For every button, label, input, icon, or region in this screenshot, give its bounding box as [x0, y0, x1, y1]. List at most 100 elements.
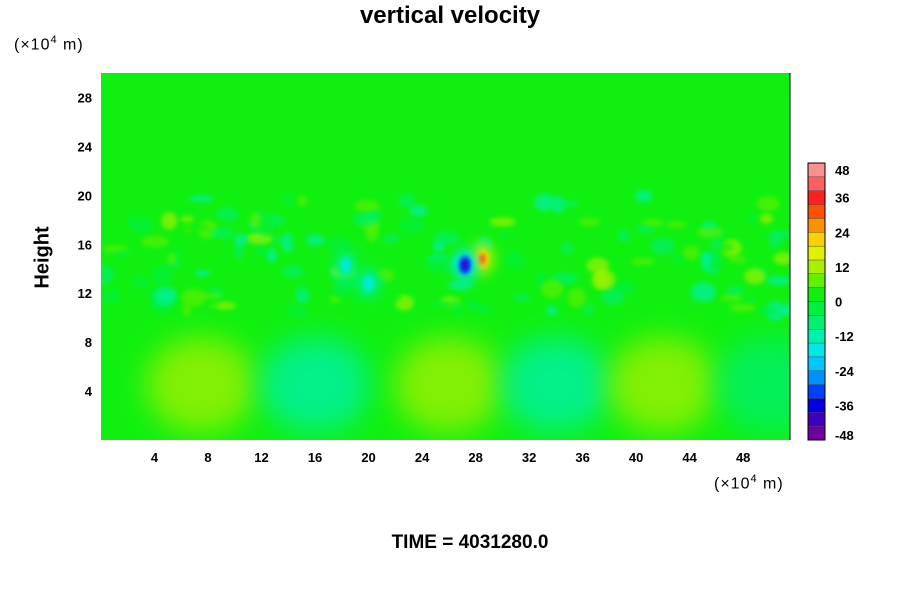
turbulence-blob — [189, 195, 214, 203]
turbulence-blob — [409, 205, 428, 217]
turbulence-blob — [161, 212, 178, 230]
x-tick-label: 36 — [575, 450, 589, 465]
colorbar-tick-label: -36 — [835, 398, 854, 413]
colorbar: 48 36 24 12 0 -12 -24 -36 -48 — [807, 162, 855, 443]
turbulence-blob — [101, 264, 115, 285]
turbulence-blob — [430, 300, 453, 316]
turbulence-blob — [756, 305, 776, 316]
y-tick-label: 16 — [78, 237, 92, 252]
colorbar-segment — [807, 398, 826, 413]
x-tick-label: 28 — [468, 450, 482, 465]
turbulence-blob — [398, 217, 426, 234]
turbulence-blob — [650, 238, 675, 255]
y-tick-label: 12 — [78, 286, 92, 301]
colorbar-segment — [807, 315, 826, 330]
turbulence-blob — [745, 297, 756, 306]
turbulence-blob — [282, 193, 295, 207]
turbulence-blob — [747, 213, 758, 223]
y-tick-label: 20 — [78, 188, 92, 203]
turbulence-blob — [304, 278, 324, 288]
colorbar-segment — [807, 232, 826, 247]
x-tick-label: 20 — [361, 450, 375, 465]
turbulence-blob — [398, 193, 416, 208]
turbulence-blob — [591, 269, 610, 290]
colorbar-tick-label: -48 — [835, 428, 854, 443]
y-axis-ticks: 4 8 12 16 20 24 28 — [78, 90, 93, 399]
turbulence-blob — [383, 235, 401, 244]
turbulence-blob — [151, 266, 173, 286]
turbulence-blob — [578, 217, 601, 226]
turbulence-blob — [273, 235, 283, 245]
y-axis-unit: (×104 m) — [14, 34, 84, 54]
turbulence-blob — [613, 280, 636, 295]
x-tick-label: 12 — [254, 450, 268, 465]
plot-area — [101, 73, 790, 440]
turbulence-blob — [721, 294, 743, 302]
turbulence-blob — [234, 233, 249, 246]
chart-title: vertical velocity — [359, 2, 541, 29]
turbulence-blob — [258, 218, 275, 237]
turbulence-blob — [295, 285, 310, 301]
turbulence-blob — [281, 233, 294, 253]
turbulence-blob — [701, 252, 712, 272]
colorbar-segment — [807, 204, 826, 219]
colorbar-tick-label: 12 — [835, 260, 849, 275]
turbulence-blob — [617, 229, 631, 242]
turbulence-blob — [744, 268, 766, 285]
colorbar-tick-label: 48 — [835, 163, 849, 178]
turbulence-blob — [329, 295, 341, 303]
x-tick-label: 44 — [682, 450, 697, 465]
turbulence-blob — [376, 268, 394, 282]
turbulence-blob — [773, 252, 790, 265]
colorbar-border — [807, 162, 826, 441]
turbulence-blob — [167, 253, 177, 265]
colorbar-segment — [807, 370, 826, 385]
x-tick-label: 48 — [736, 450, 750, 465]
colorbar-tick-label: 0 — [835, 295, 842, 310]
turbulence-blob — [181, 289, 206, 307]
turbulence-blob — [126, 215, 140, 230]
turbulence-blob — [513, 294, 531, 302]
low-level-cell — [393, 336, 504, 433]
turbulence-blob — [266, 247, 278, 263]
turbulence-blob — [200, 293, 223, 300]
x-tick-label: 40 — [629, 450, 643, 465]
turbulence-blob — [194, 251, 213, 261]
turbulence-blob — [602, 244, 624, 256]
turbulence-blob — [420, 241, 431, 258]
turbulence-blob — [567, 288, 586, 308]
turbulence-blob — [141, 235, 169, 248]
low-level-cell — [146, 336, 257, 433]
turbulence-blob — [216, 207, 239, 221]
colorbar-tick-label: -24 — [835, 364, 855, 379]
colorbar-segment — [807, 329, 826, 344]
turbulence-blob — [449, 299, 462, 316]
turbulence-blob — [586, 257, 610, 274]
turbulence-blob — [560, 242, 574, 254]
turbulence-blob — [467, 299, 479, 312]
turbulence-blob — [502, 265, 513, 278]
turbulence-blob — [447, 281, 474, 291]
turbulence-blob — [690, 282, 716, 303]
turbulence-blob — [729, 255, 747, 263]
turbulence-blob — [281, 265, 305, 278]
turbulence-blob — [672, 254, 686, 264]
turbulence-blob — [356, 298, 370, 305]
turbulence-blob — [635, 225, 656, 234]
turbulence-blob — [546, 305, 558, 316]
turbulence-blob — [710, 241, 734, 253]
turbulence-blob — [631, 258, 655, 266]
x-tick-label: 16 — [308, 450, 322, 465]
x-tick-label: 24 — [415, 450, 430, 465]
colorbar-segment — [807, 245, 826, 261]
colorbar-segment — [807, 287, 826, 302]
turbulence-blob — [760, 213, 773, 224]
y-tick-label: 4 — [85, 384, 93, 399]
colorbar-tick-label: -12 — [835, 329, 854, 344]
colorbar-segment — [807, 342, 826, 358]
colorbar-segment — [807, 176, 826, 191]
colorbar-tick-label: 24 — [835, 225, 850, 240]
turbulence-blob — [292, 214, 302, 228]
turbulence-blob — [353, 212, 378, 227]
